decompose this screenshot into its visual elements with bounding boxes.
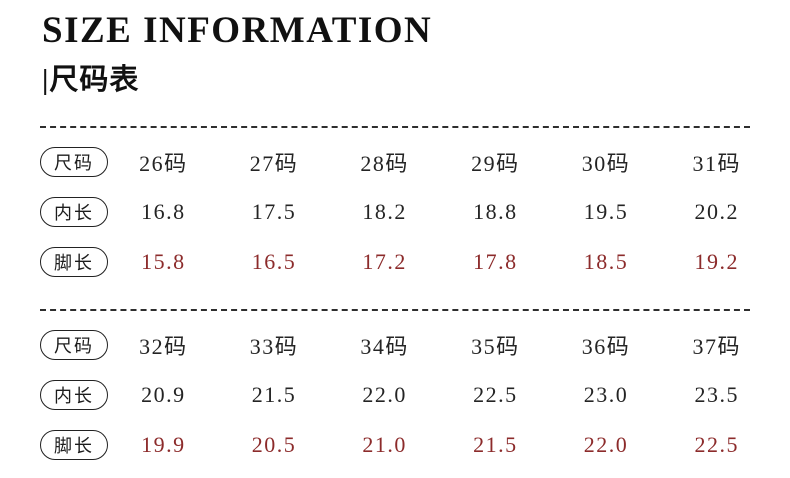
page-header: SIZE INFORMATION |尺码表 [0, 0, 790, 98]
foot-length-value: 19.9 [141, 431, 186, 457]
inner-length-value: 16.8 [141, 198, 186, 224]
page-subtitle: |尺码表 [42, 63, 140, 96]
inner-length-value: 22.5 [473, 381, 518, 407]
size-value: 36码 [581, 333, 631, 359]
row-label-pill: 内长 [40, 379, 108, 410]
inner-length-value: 20.2 [694, 198, 739, 224]
size-value: 37码 [692, 333, 741, 359]
foot-length-value: 16.5 [251, 248, 297, 274]
foot-length-value: 17.8 [473, 248, 518, 274]
inner-length-value: 23.5 [694, 381, 739, 407]
table-row-foot-length: 脚长 15.8 16.5 17.2 17.8 18.5 19.2 [40, 237, 750, 287]
foot-length-value: 18.5 [583, 248, 629, 274]
inner-length-value: 23.0 [583, 381, 629, 407]
row-cells: 32码 33码 34码 35码 36码 37码 [108, 329, 772, 361]
inner-length-value: 18.8 [473, 198, 518, 224]
size-value: 34码 [360, 333, 409, 359]
size-value: 27码 [249, 150, 299, 176]
size-value: 33码 [249, 333, 299, 359]
size-value: 29码 [471, 150, 520, 176]
inner-length-value: 18.2 [362, 198, 407, 224]
table-row-size: 尺码 32码 33码 34码 35码 36码 37码 [40, 320, 750, 370]
table-row-inner-length: 内长 20.9 21.5 22.0 22.5 23.0 23.5 [40, 370, 750, 420]
size-table-small-sizes: 尺码 26码 27码 28码 29码 30码 31码 内长 16.8 17.5 … [40, 125, 750, 287]
row-cells: 19.9 20.5 21.0 21.5 22.0 22.5 [108, 432, 772, 458]
size-value: 28码 [360, 150, 409, 176]
page-title: SIZE INFORMATION [42, 10, 433, 51]
inner-length-value: 19.5 [583, 198, 629, 224]
size-value: 32码 [139, 333, 188, 359]
inner-length-value: 22.0 [362, 381, 407, 407]
foot-length-value: 17.2 [362, 248, 407, 274]
inner-length-value: 21.5 [251, 381, 297, 407]
table-row-inner-length: 内长 16.8 17.5 18.2 18.8 19.5 20.2 [40, 187, 750, 237]
row-label-pill: 脚长 [40, 429, 108, 460]
table-row-foot-length: 脚长 19.9 20.5 21.0 21.5 22.0 22.5 [40, 420, 750, 470]
foot-length-value: 19.2 [694, 248, 739, 274]
size-table-large-sizes: 尺码 32码 33码 34码 35码 36码 37码 内长 20.9 21.5 … [40, 308, 750, 470]
foot-length-value: 22.5 [694, 431, 739, 457]
row-cells: 15.8 16.5 17.2 17.8 18.5 19.2 [108, 249, 772, 275]
row-cells: 20.9 21.5 22.0 22.5 23.0 23.5 [108, 382, 772, 408]
size-value: 30码 [581, 150, 631, 176]
inner-length-value: 17.5 [251, 198, 297, 224]
row-cells: 26码 27码 28码 29码 30码 31码 [108, 146, 772, 178]
foot-length-value: 21.0 [362, 431, 407, 457]
row-label-pill: 脚长 [40, 246, 108, 277]
size-value: 26码 [139, 150, 188, 176]
size-value: 35码 [471, 333, 520, 359]
row-label-pill: 尺码 [40, 146, 108, 177]
inner-length-value: 20.9 [141, 381, 186, 407]
row-label-pill: 内长 [40, 196, 108, 227]
size-value: 31码 [692, 150, 741, 176]
table-row-size: 尺码 26码 27码 28码 29码 30码 31码 [40, 137, 750, 187]
foot-length-value: 22.0 [583, 431, 629, 457]
foot-length-value: 20.5 [251, 431, 297, 457]
foot-length-value: 15.8 [141, 248, 186, 274]
row-label-pill: 尺码 [40, 329, 108, 360]
foot-length-value: 21.5 [473, 431, 518, 457]
row-cells: 16.8 17.5 18.2 18.8 19.5 20.2 [108, 199, 772, 225]
